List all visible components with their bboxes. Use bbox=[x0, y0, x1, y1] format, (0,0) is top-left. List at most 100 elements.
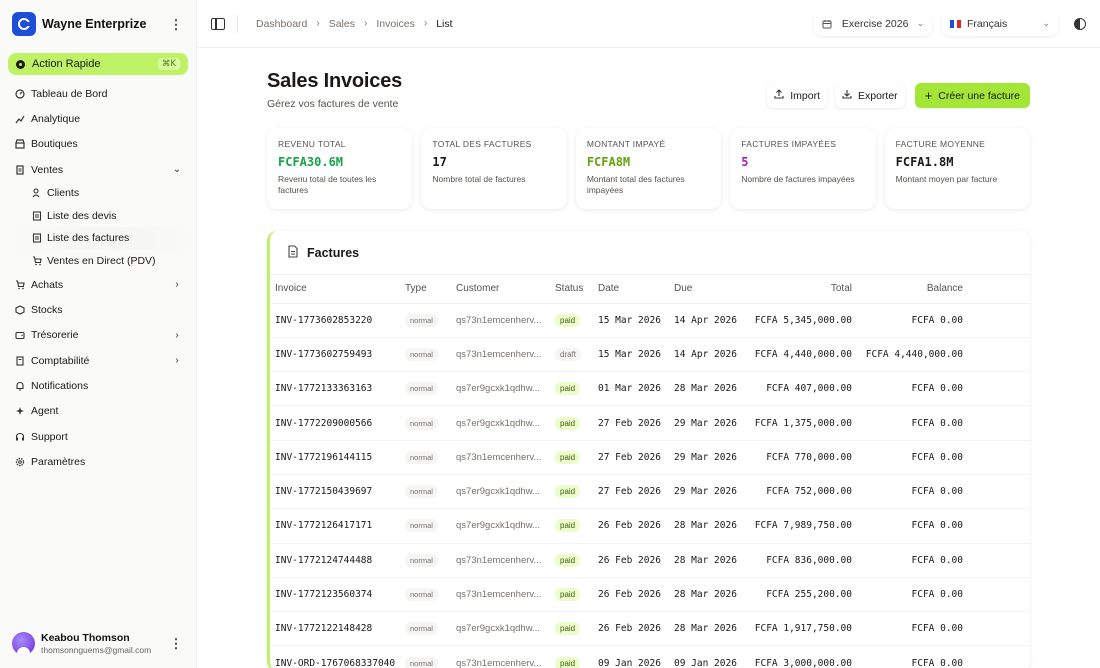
invoices-table-card: Factures Invoice Type Customer Status Date Du… bbox=[267, 231, 1030, 668]
invoice-total: FCFA 5,345,000.00 bbox=[750, 303, 852, 338]
avatar bbox=[12, 631, 35, 655]
import-button[interactable]: Import bbox=[767, 83, 827, 108]
gear-icon bbox=[15, 457, 25, 467]
stat-label: MONTANT IMPAYÉ bbox=[586, 139, 666, 149]
table-row[interactable]: INV-1772196144115 normal qs73n1emcenherv..… bbox=[270, 440, 1030, 475]
table-row[interactable]: INV-1772133363163 normal qs7er9gcxk1qdhw..… bbox=[270, 371, 1030, 407]
invoice-number[interactable]: INV-1772124744488 bbox=[270, 543, 405, 578]
row-spacer bbox=[963, 645, 1030, 668]
chevron-down-icon: ⌄ bbox=[1042, 18, 1050, 28]
invoice-number[interactable]: INV-1772196144115 bbox=[270, 440, 405, 475]
table-row[interactable]: INV-1773602759493 normal qs73n1emcenherv..… bbox=[270, 337, 1030, 373]
sidebar-subitem-quotes[interactable]: Liste des devis bbox=[0, 205, 196, 228]
page-title: Sales Invoices bbox=[267, 70, 403, 92]
user-menu-icon[interactable]: ⋮ bbox=[169, 635, 183, 651]
table-row[interactable]: INV-1772123560374 normal qs73n1emcenherv..… bbox=[270, 577, 1030, 613]
toggle-sidebar-icon[interactable] bbox=[211, 17, 225, 30]
sidebar-item-accounting[interactable]: Comptabilité › bbox=[0, 348, 196, 373]
table-title: Factures bbox=[307, 245, 360, 260]
status-cell: paid bbox=[555, 440, 598, 475]
table-row[interactable]: INV-1772150439697 normal qs7er9gcxk1qdhw..… bbox=[270, 474, 1030, 510]
language-value: Français bbox=[967, 17, 1008, 30]
create-invoice-button[interactable]: + Créer une facture bbox=[914, 83, 1030, 108]
invoice-balance: FCFA 0.00 bbox=[852, 371, 963, 407]
sidebar-subitem-clients[interactable]: Clients bbox=[0, 182, 196, 205]
row-spacer bbox=[963, 474, 1030, 510]
sidebar-item-notifications[interactable]: Notifications bbox=[0, 373, 196, 398]
sidebar-item-dashboard[interactable]: Tableau de Bord bbox=[0, 81, 196, 106]
sidebar-item-purchases[interactable]: Achats › bbox=[0, 272, 196, 297]
due-date: 29 Mar 2026 bbox=[674, 440, 750, 475]
breadcrumb-dashboard[interactable]: Dashboard bbox=[256, 17, 308, 30]
sidebar-item-analytics[interactable]: Analytique bbox=[0, 106, 196, 131]
invoice-total: FCFA 770,000.00 bbox=[750, 440, 852, 475]
type-badge: normal bbox=[405, 588, 438, 602]
type-cell: normal bbox=[405, 337, 456, 373]
sidebar-item-label: Support bbox=[31, 430, 68, 443]
sidebar-item-treasury[interactable]: Trésorerie › bbox=[0, 323, 196, 348]
table-row[interactable]: INV-1772209000566 normal qs7er9gcxk1qdhw..… bbox=[270, 405, 1030, 441]
sidebar-item-label: Achats bbox=[31, 278, 64, 291]
org-menu-icon[interactable]: ⋮ bbox=[169, 16, 183, 32]
invoice-number[interactable]: INV-1772122148428 bbox=[270, 611, 405, 647]
org-switcher[interactable]: Wayne Enterprize ⋮ bbox=[0, 0, 196, 48]
table-row[interactable]: INV-1772124744488 normal qs73n1emcenherv..… bbox=[270, 543, 1030, 578]
invoice-total: FCFA 255,200.00 bbox=[750, 577, 852, 613]
column-header-due[interactable]: Due bbox=[674, 275, 750, 304]
theme-toggle-icon[interactable] bbox=[1074, 17, 1086, 30]
table-row[interactable]: INV-1773602853220 normal qs73n1emcenherv..… bbox=[270, 303, 1030, 338]
due-date: 29 Mar 2026 bbox=[674, 474, 750, 510]
chevron-right-icon: › bbox=[363, 18, 368, 29]
column-header-invoice[interactable]: Invoice bbox=[270, 275, 405, 304]
status-cell: paid bbox=[555, 611, 598, 647]
invoice-number[interactable]: INV-1772123560374 bbox=[270, 577, 405, 613]
status-cell: paid bbox=[555, 474, 598, 510]
invoice-balance: FCFA 0.00 bbox=[852, 645, 963, 668]
fiscal-year-select[interactable]: Exercise 2026 ⌄ bbox=[813, 11, 932, 36]
table-row[interactable]: INV-ORD-1767068337040 normal qs73n1emcenhe… bbox=[270, 645, 1030, 668]
column-header-date[interactable]: Date bbox=[598, 275, 674, 304]
sidebar-item-settings[interactable]: Paramètres bbox=[0, 449, 196, 474]
invoice-date: 15 Mar 2026 bbox=[598, 303, 674, 338]
table-row[interactable]: INV-1772122148428 normal qs7er9gcxk1qdhw..… bbox=[270, 611, 1030, 647]
sidebar-item-sales[interactable]: Ventes ⌄ bbox=[0, 157, 196, 182]
language-select[interactable]: Français ⌄ bbox=[942, 11, 1058, 36]
status-cell: paid bbox=[555, 543, 598, 578]
user-menu[interactable]: Keabou Thomson thomsonnguems@gmail.com ⋮ bbox=[0, 618, 196, 668]
column-header-balance[interactable]: Balance bbox=[852, 275, 963, 304]
sidebar-subitem-invoices[interactable]: Liste des factures bbox=[0, 227, 196, 250]
invoice-number[interactable]: INV-1772133363163 bbox=[270, 371, 405, 407]
column-header-total[interactable]: Total bbox=[750, 275, 852, 304]
sidebar-subitem-label: Ventes en Direct (PDV) bbox=[47, 254, 156, 267]
stat-card: FACTURE MOYENNE FCFA1.8M Montant moyen par… bbox=[884, 128, 1031, 209]
invoice-number[interactable]: INV-1772209000566 bbox=[270, 405, 405, 441]
column-header-customer[interactable]: Customer bbox=[456, 275, 555, 304]
sidebar-item-label: Analytique bbox=[31, 112, 81, 125]
invoice-number[interactable]: INV-1773602759493 bbox=[270, 337, 405, 373]
invoice-number[interactable]: INV-ORD-1767068337040 bbox=[270, 645, 405, 668]
sidebar-item-shops[interactable]: Boutiques bbox=[0, 132, 196, 157]
customer-id: qs73n1emcenherv... bbox=[456, 303, 555, 338]
sidebar-item-agent[interactable]: Agent bbox=[0, 399, 196, 424]
invoice-number[interactable]: INV-1772126417171 bbox=[270, 508, 405, 544]
invoice-balance: FCFA 0.00 bbox=[852, 543, 963, 578]
sidebar-item-stocks[interactable]: Stocks bbox=[0, 297, 196, 322]
table-row[interactable]: INV-1772126417171 normal qs7er9gcxk1qdhw..… bbox=[270, 508, 1030, 544]
column-header-status[interactable]: Status bbox=[555, 275, 598, 304]
invoice-total: FCFA 4,440,000.00 bbox=[750, 337, 852, 373]
sidebar-subitem-pos[interactable]: Ventes en Direct (PDV) bbox=[0, 250, 196, 273]
invoice-number[interactable]: INV-1772150439697 bbox=[270, 474, 405, 510]
export-label: Exporter bbox=[858, 89, 898, 102]
quick-action-button[interactable]: Action Rapide ⌘K bbox=[8, 53, 188, 75]
customer-id: qs7er9gcxk1qdhw... bbox=[456, 371, 555, 407]
sidebar-item-label: Stocks bbox=[31, 304, 63, 317]
sidebar-item-label: Agent bbox=[31, 405, 59, 418]
column-header-type[interactable]: Type bbox=[405, 275, 456, 304]
row-spacer bbox=[963, 577, 1030, 613]
invoice-number[interactable]: INV-1773602853220 bbox=[270, 303, 405, 338]
sidebar-item-support[interactable]: Support bbox=[0, 424, 196, 449]
breadcrumb-invoices[interactable]: Invoices bbox=[376, 17, 415, 30]
export-button[interactable]: Exporter bbox=[835, 83, 905, 108]
breadcrumb-sales[interactable]: Sales bbox=[328, 17, 355, 30]
